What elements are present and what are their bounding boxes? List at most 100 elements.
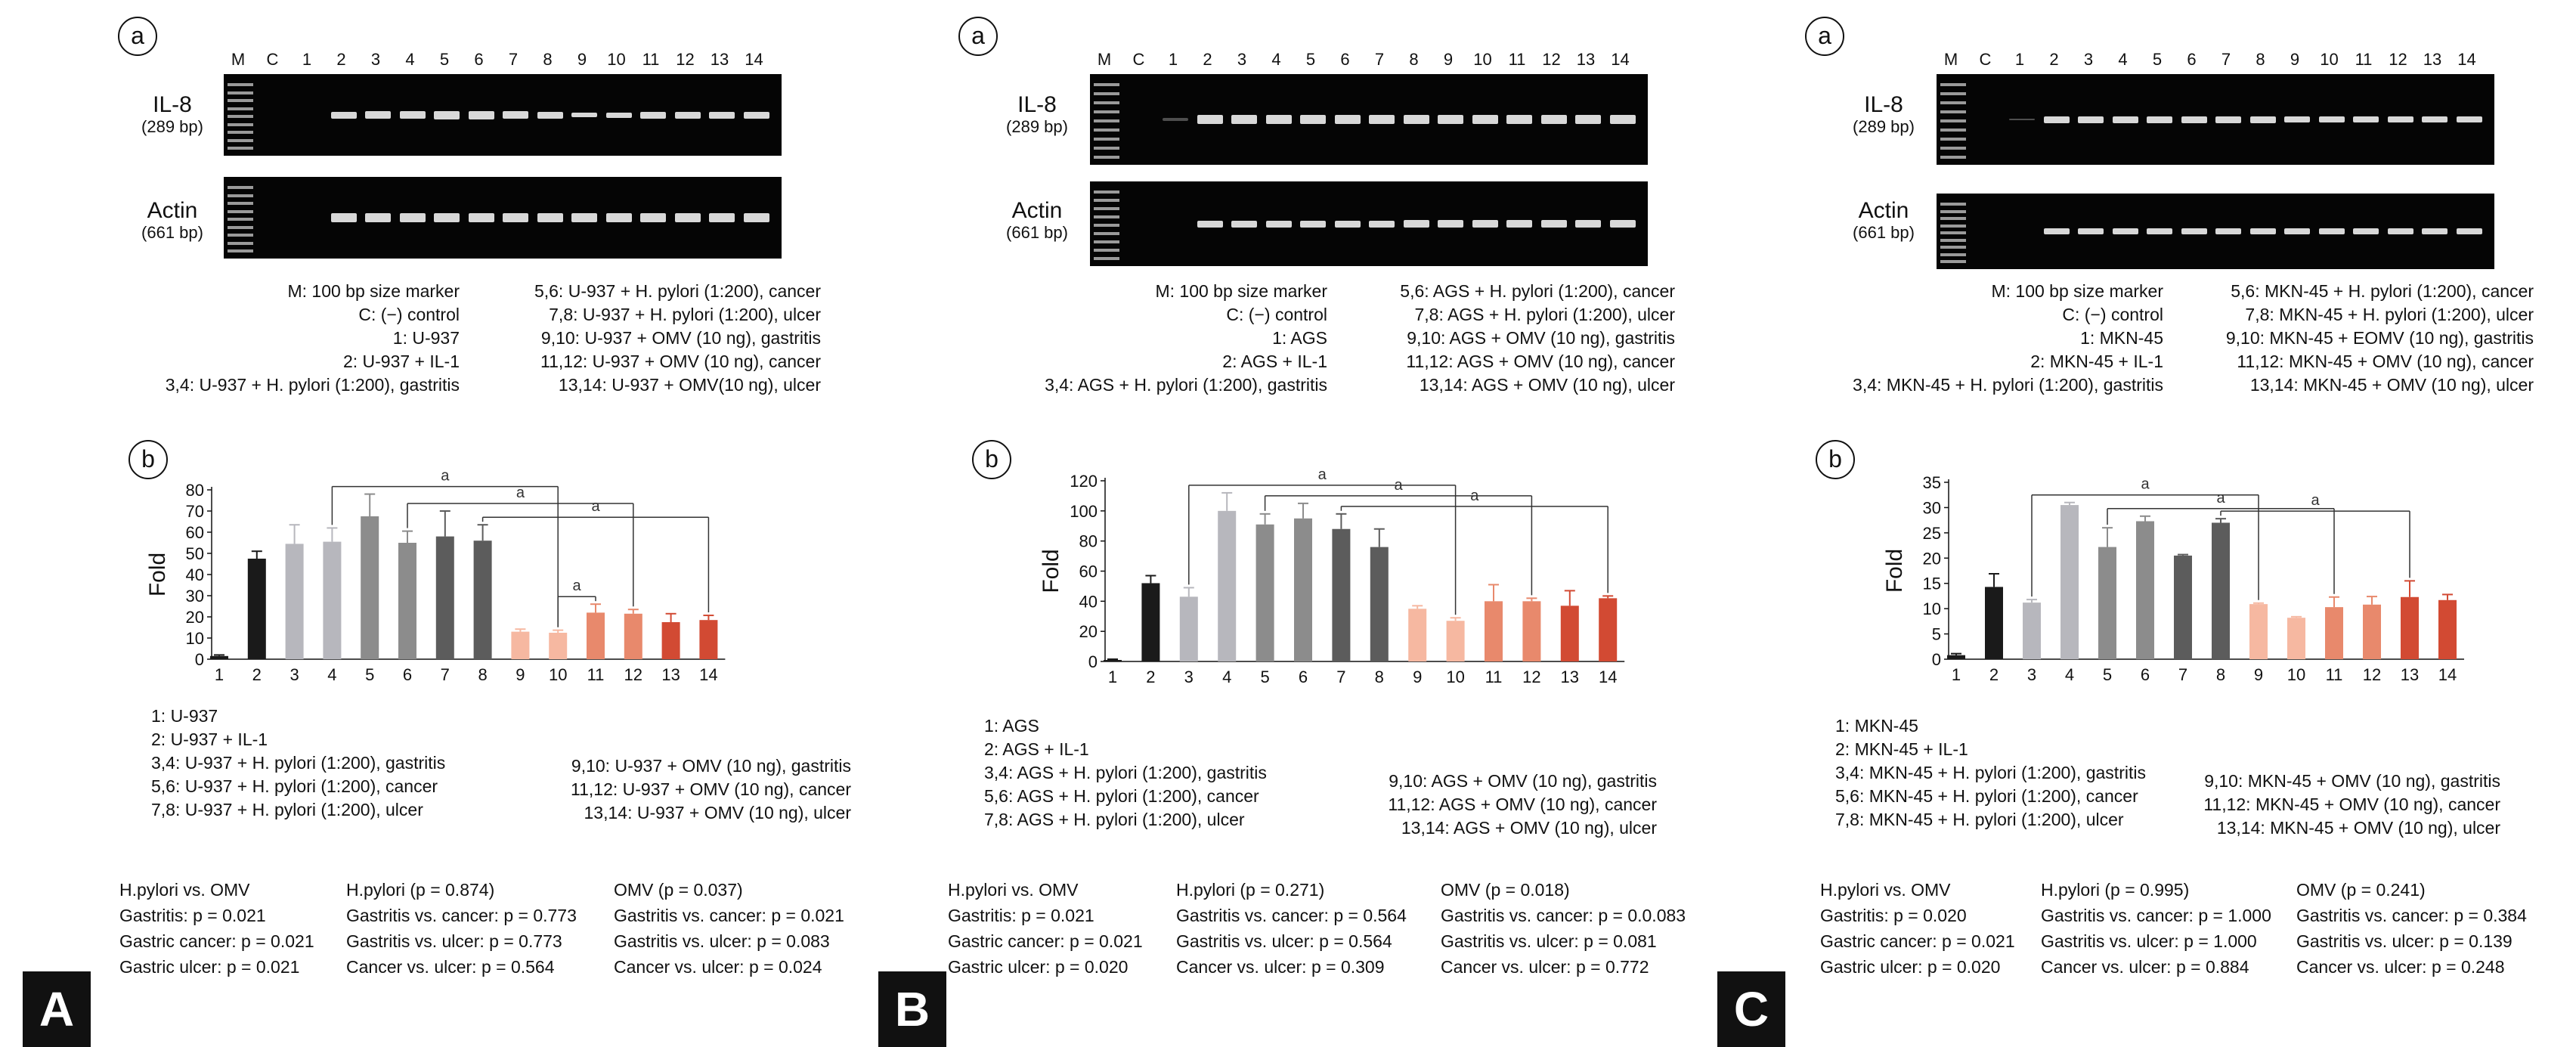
il8-name: IL-8 [1017,92,1057,117]
legend-line: 11,12: AGS + OMV (10 ng), cancer [1406,352,1675,371]
x-tick-label: 11 [2326,665,2343,684]
legend-line: Gastritis: p = 0.021 [948,906,1094,925]
size-marker-band [1094,101,1119,104]
size-marker-band [1094,191,1119,194]
size-marker-band [1094,257,1119,260]
gel-band [365,111,391,119]
y-axis-label: Fold [145,553,170,596]
lane-label: 9 [577,50,587,69]
stats-col-1: H.pylori vs. OMV Gastritis: p = 0.020 Gast… [1820,877,2015,980]
lane-label: 8 [1409,50,1419,69]
gel-band [1300,115,1326,124]
legend-line: 7,8: MKN-45 + H. pylori (1:200), ulcer [2245,305,2534,324]
gel-band [434,110,460,119]
lane-label: 8 [543,50,553,69]
x-tick-label: 12 [624,665,642,684]
y-tick-label: 20 [186,608,204,627]
bar [1179,596,1198,661]
legend-line: 3,4: AGS + H. pylori (1:200), gastritis [1045,375,1327,395]
lane-label: C [1132,50,1145,69]
size-marker-band [1940,238,1966,242]
gel-band [1609,220,1636,228]
chart-circle-label: b [128,440,168,479]
legend-line: Cancer vs. ulcer: p = 0.309 [1176,957,1385,977]
il8-size: (289 bp) [1006,117,1068,136]
gel-band [709,111,735,119]
gel-band [2318,116,2345,122]
y-tick-label: 35 [1923,473,1941,492]
gel-legend-left: M: 100 bp size marker C: (−) control 1: AG… [1010,280,1327,397]
size-marker-band [1940,203,1966,206]
gel-band [2215,116,2241,123]
y-tick-label: 40 [1079,592,1098,611]
bar-legend-right: 9,10: AGS + OMV (10 ng), gastritis 11,12:… [1347,770,1657,840]
bar [1218,510,1237,661]
bar-legend-right: 9,10: U-937 + OMV (10 ng), gastritis 11,1… [541,754,851,825]
x-tick-label: 13 [2401,665,2419,684]
y-tick-label: 80 [186,481,204,500]
gel-band [1403,220,1429,228]
bar [2325,607,2343,659]
x-tick-label: 11 [1485,668,1503,686]
x-tick-label: 14 [699,665,717,684]
y-tick-label: 0 [195,650,204,669]
significance-label: a [1394,477,1403,494]
y-tick-label: 60 [1079,562,1098,581]
gel-band [1334,220,1361,228]
legend-line: M: 100 bp size marker [287,281,460,301]
size-marker-band [228,99,253,102]
bar [1408,609,1427,661]
size-marker-band [1940,217,1966,220]
gel-band [399,213,426,222]
gel-band [2284,116,2310,122]
lane-label: 6 [2187,50,2197,69]
bar [587,612,605,659]
legend-line: H.pylori vs. OMV [119,880,250,900]
bar [1255,524,1274,661]
lane-label: C [266,50,279,69]
legend-line: 7,8: U-937 + H. pylori (1:200), ulcer [151,800,423,819]
lane-label: 9 [2290,50,2300,69]
gel-band [1472,115,1498,124]
il8-gel [1090,74,1648,165]
legend-line: 3,4: U-937 + H. pylori (1:200), gastriti… [151,753,446,773]
legend-line: 11,12: MKN-45 + OMV (10 ng), cancer [2203,795,2500,814]
legend-line: 13,14: AGS + OMV (10 ng), ulcer [1401,818,1657,838]
y-tick-label: 50 [186,544,204,563]
bar [699,620,718,659]
lane-label: 4 [405,50,415,69]
x-tick-label: 2 [1146,668,1155,686]
panel-letter: A [23,971,91,1047]
y-tick-label: 0 [1932,650,1941,669]
legend-line: OMV (p = 0.241) [2296,880,2426,900]
gel-band [1403,115,1429,124]
legend-line: Gastritis vs. ulcer: p = 0.081 [1441,931,1657,951]
legend-line: Cancer vs. ulcer: p = 0.772 [1441,957,1649,977]
lane-label: 6 [474,50,484,69]
legend-line: Cancer vs. ulcer: p = 0.024 [614,957,822,977]
x-tick-label: 9 [516,665,525,684]
gel-band [2456,228,2482,234]
gel-band [2181,228,2207,234]
size-marker-band [228,218,253,221]
gel-band [605,213,632,222]
gel-band [2387,228,2413,234]
x-tick-label: 8 [1375,668,1384,686]
legend-line: Gastritis: p = 0.021 [119,906,266,925]
size-marker-band [1094,119,1119,122]
gel-band [1540,115,1567,124]
lane-label: 1 [2014,50,2025,69]
legend-line: 9,10: U-937 + OMV (10 ng), gastritis [540,328,821,348]
gel-legend-right: 5,6: U-937 + H. pylori (1:200), cancer 7,… [519,280,821,397]
size-marker-band [1940,110,1966,113]
size-marker-band [1940,231,1966,234]
gel-lane-labels: M C 1 2 3 4 5 6 7 8 9 10 11 12 13 14 [1717,50,2576,73]
bar-legend-right: 9,10: MKN-45 + OMV (10 ng), gastritis 11,… [2168,770,2500,840]
gel-band [2043,116,2070,123]
legend-line: 5,6: MKN-45 + H. pylori (1:200), cancer [1835,786,2138,806]
gel-legend-right: 5,6: AGS + H. pylori (1:200), cancer 7,8:… [1358,280,1675,397]
legend-line: Gastric cancer: p = 0.021 [119,931,314,951]
y-tick-label: 30 [186,587,204,606]
size-marker-band [228,91,253,94]
x-tick-label: 14 [2438,665,2457,684]
